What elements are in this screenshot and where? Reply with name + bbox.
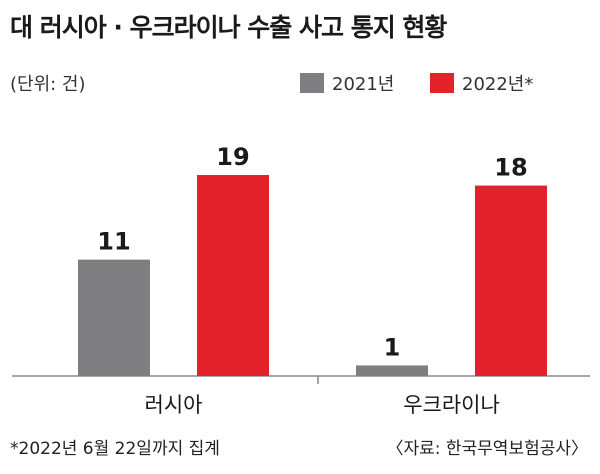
bar-2022-russia — [197, 175, 269, 376]
category-label: 러시아 — [145, 393, 203, 417]
legend-item-2021: 2021년 — [300, 70, 394, 96]
category-label: 우크라이나 — [403, 393, 500, 417]
legend-item-2022: 2022년* — [430, 70, 533, 96]
legend-swatch-2022 — [430, 73, 454, 93]
chart-title: 대 러시아 · 우크라이나 수출 사고 통지 현황 — [10, 13, 447, 42]
bar-2021-russia — [78, 259, 150, 376]
legend-label-2022: 2022년* — [462, 74, 534, 95]
unit-label: (단위: 건) — [10, 74, 86, 95]
source-label: 〈자료: 한국무역보험공사〉 — [386, 439, 588, 459]
data-label: 18 — [494, 154, 527, 182]
legend-label-2021: 2021년 — [332, 74, 395, 95]
bar-2022-ukraine — [475, 185, 547, 376]
legend-swatch-2021 — [300, 73, 324, 93]
data-label: 19 — [216, 143, 249, 171]
bar-2021-ukraine — [356, 365, 428, 376]
data-label: 1 — [384, 333, 401, 361]
data-label: 11 — [97, 228, 130, 256]
footnote: *2022년 6월 22일까지 집계 — [10, 439, 220, 459]
